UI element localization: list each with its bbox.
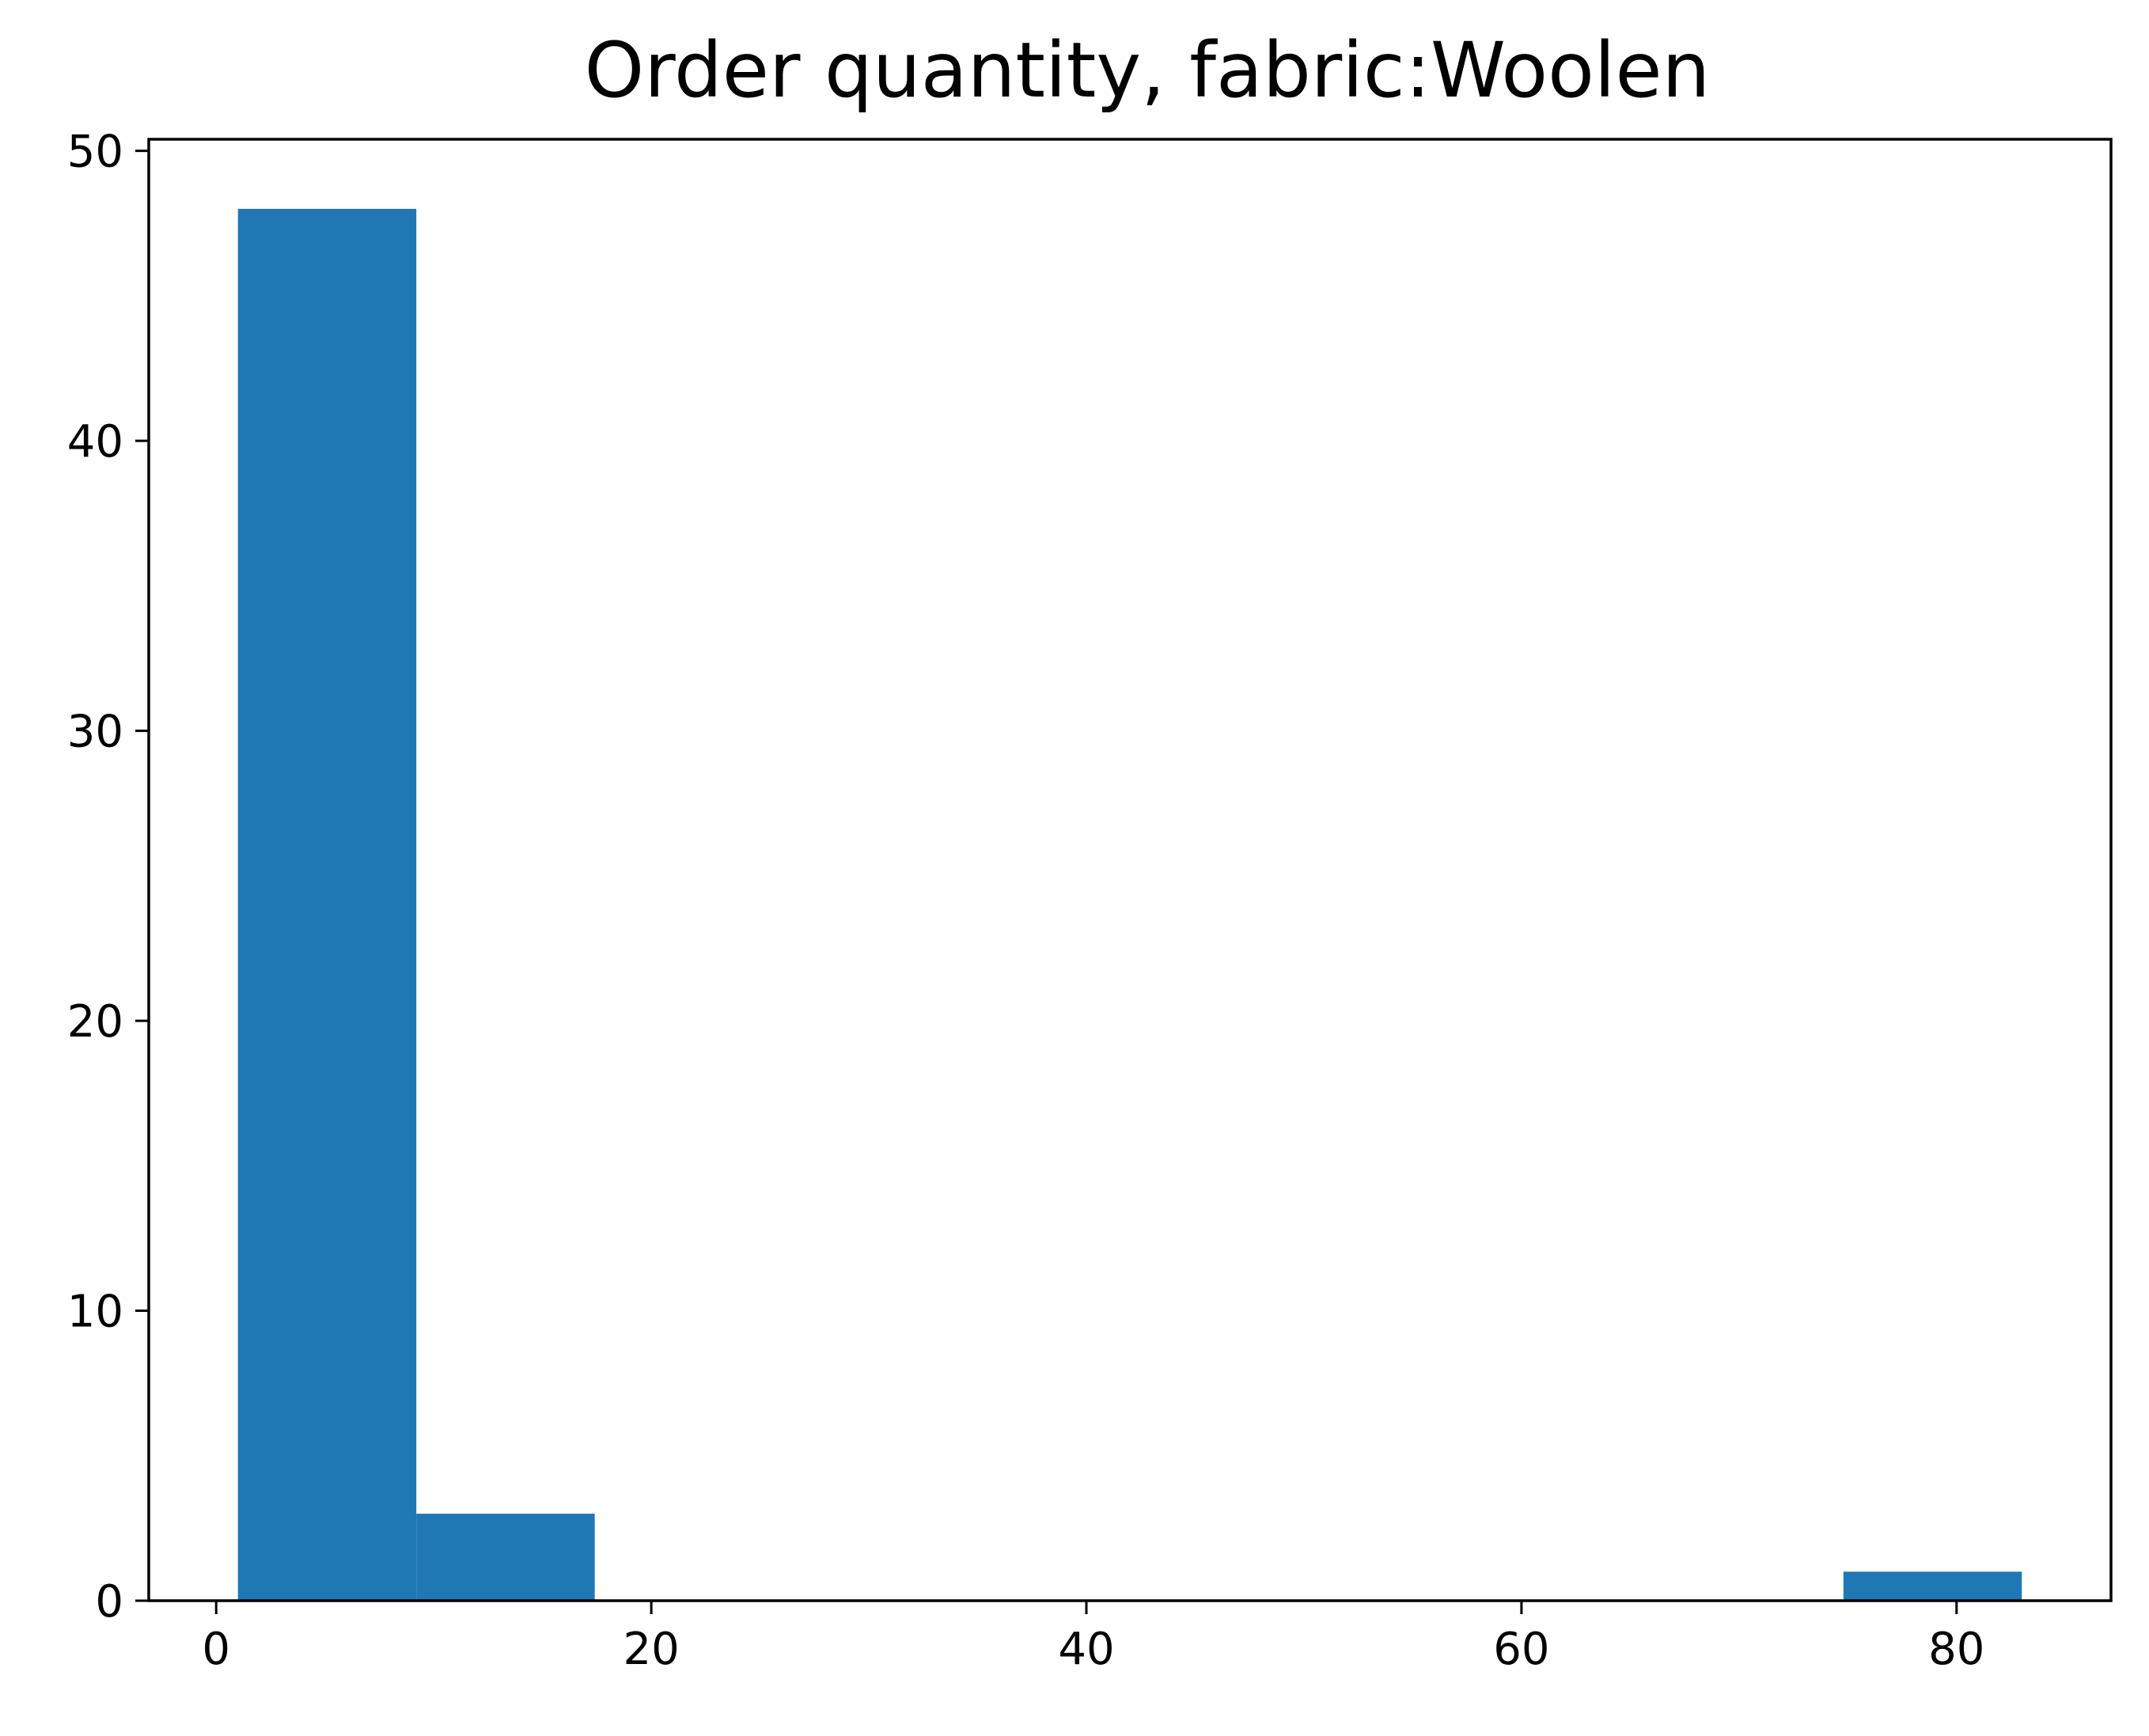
bars	[237, 208, 2022, 1601]
y-tick-label: 50	[67, 127, 123, 178]
histogram-bar	[416, 1514, 595, 1601]
y-tick-label: 30	[67, 707, 123, 758]
histogram-bar	[237, 208, 417, 1601]
x-tick-label: 80	[1928, 1624, 1984, 1675]
x-tick-label: 60	[1493, 1624, 1549, 1675]
x-tick-label: 20	[623, 1624, 679, 1675]
y-tick-label: 40	[67, 416, 123, 468]
y-tick-label: 10	[67, 1287, 123, 1338]
y-tick-label: 20	[67, 996, 123, 1048]
plot-frame	[147, 138, 2113, 1602]
chart-title: Order quantity, fabric:Woolen	[585, 26, 1711, 115]
y-axis: 0 10 20 30 40 50	[67, 127, 149, 1628]
x-tick-label: 40	[1058, 1624, 1114, 1675]
x-tick-label: 0	[202, 1624, 230, 1675]
y-tick-label: 0	[95, 1576, 123, 1628]
x-axis: 0 20 40 60 80	[202, 1601, 1984, 1675]
histogram-bar	[1843, 1571, 2022, 1601]
